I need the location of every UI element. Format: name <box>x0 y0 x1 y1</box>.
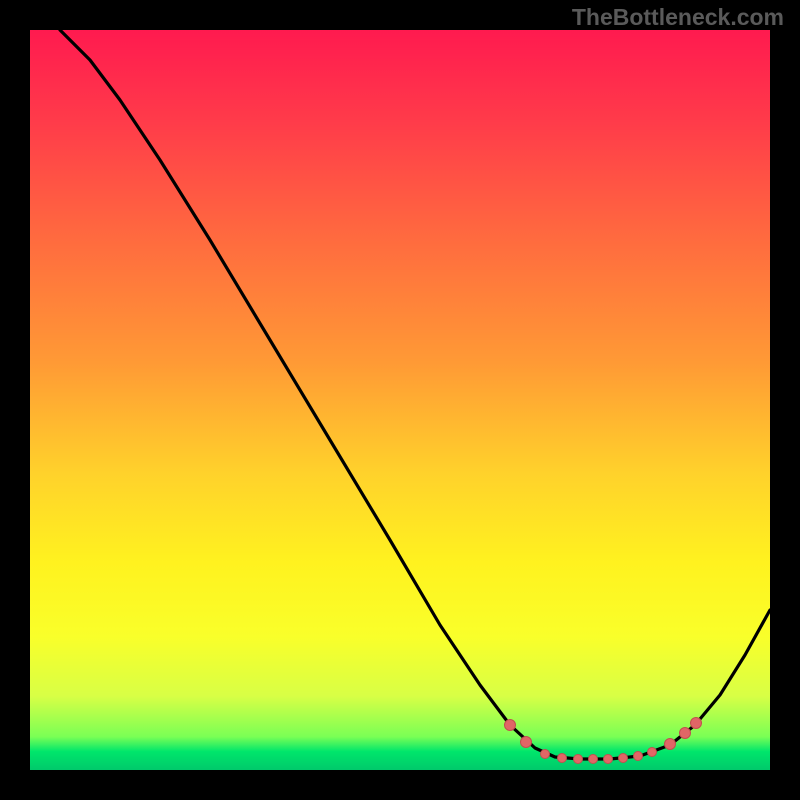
curve-marker <box>558 754 567 763</box>
curve-marker <box>619 754 628 763</box>
watermark-text: TheBottleneck.com <box>572 4 784 31</box>
curve-marker <box>604 755 613 764</box>
curve-marker <box>574 755 583 764</box>
curve-marker <box>505 720 516 731</box>
curve-marker <box>521 737 532 748</box>
curve-marker <box>634 752 643 761</box>
curve-marker <box>648 748 657 757</box>
curve-marker <box>691 718 702 729</box>
gradient-background <box>30 30 770 770</box>
curve-marker <box>541 750 550 759</box>
chart-frame: TheBottleneck.com <box>0 0 800 800</box>
curve-marker <box>589 755 598 764</box>
bottleneck-curve-chart <box>30 30 770 770</box>
curve-marker <box>665 739 676 750</box>
curve-marker <box>680 728 691 739</box>
